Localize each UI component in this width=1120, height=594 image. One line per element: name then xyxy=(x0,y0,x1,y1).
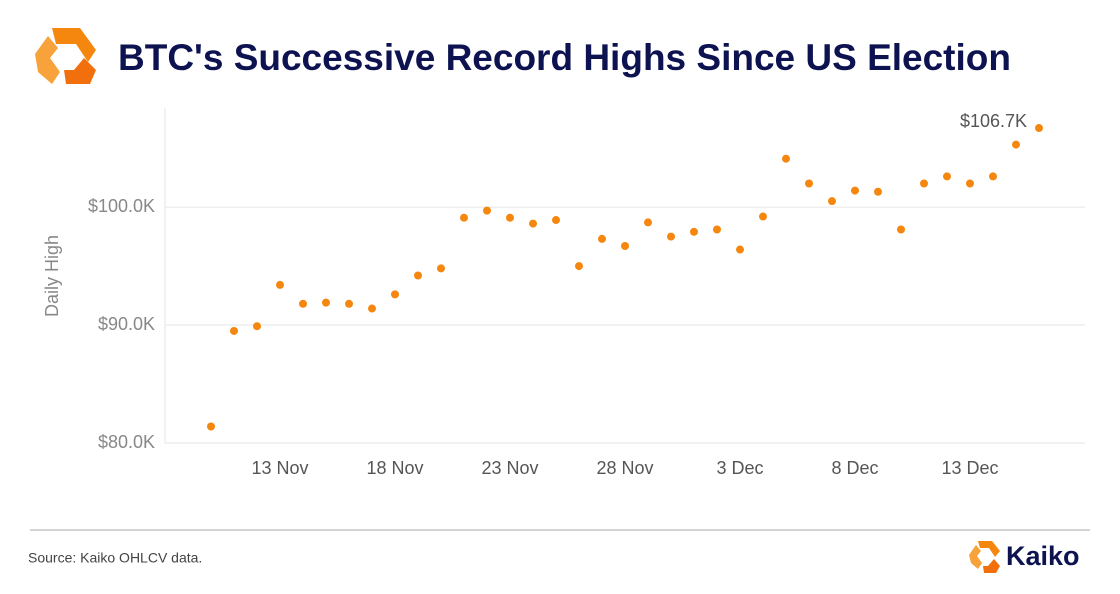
point xyxy=(276,280,284,289)
point xyxy=(621,242,629,251)
point xyxy=(805,179,813,188)
point xyxy=(782,154,790,163)
x-tick-label: 18 Nov xyxy=(366,458,423,478)
point xyxy=(1035,124,1043,133)
point xyxy=(414,271,422,280)
point xyxy=(828,197,836,206)
y-tick-label: $80.0K xyxy=(98,432,155,452)
point xyxy=(253,322,261,331)
x-tick-label: 8 Dec xyxy=(831,458,878,478)
brand-name: Kaiko xyxy=(1006,541,1080,571)
x-tick-label: 13 Dec xyxy=(941,458,998,478)
point xyxy=(299,299,307,308)
title: BTC's Successive Record Highs Since US E… xyxy=(118,37,1011,78)
point xyxy=(230,326,238,335)
point xyxy=(920,179,928,188)
point xyxy=(897,225,905,234)
point xyxy=(575,262,583,271)
point xyxy=(989,172,997,181)
point xyxy=(690,227,698,236)
x-tick-label: 28 Nov xyxy=(596,458,653,478)
point xyxy=(598,234,606,243)
point xyxy=(851,186,859,195)
x-tick-label: 3 Dec xyxy=(716,458,763,478)
point xyxy=(644,218,652,227)
point xyxy=(966,179,974,188)
point xyxy=(345,299,353,308)
point xyxy=(506,213,514,222)
point xyxy=(713,225,721,234)
logo-icon xyxy=(35,28,96,84)
point xyxy=(552,216,560,225)
point xyxy=(437,264,445,273)
point xyxy=(874,187,882,196)
y-tick-label: $90.0K xyxy=(98,314,155,334)
point xyxy=(368,304,376,313)
y-axis-label: Daily High xyxy=(42,235,62,317)
point xyxy=(483,206,491,215)
point xyxy=(207,422,215,431)
point xyxy=(529,219,537,228)
point xyxy=(759,212,767,221)
brand-icon xyxy=(969,541,1000,573)
x-tick-label: 13 Nov xyxy=(251,458,308,478)
point xyxy=(667,232,675,241)
point xyxy=(736,245,744,254)
point xyxy=(391,290,399,299)
point xyxy=(1012,140,1020,149)
y-tick-label: $100.0K xyxy=(88,196,155,216)
point xyxy=(322,298,330,307)
point xyxy=(460,213,468,222)
data-label: $106.7K xyxy=(960,111,1027,131)
point xyxy=(943,172,951,181)
source: Source: Kaiko OHLCV data. xyxy=(28,550,202,566)
x-tick-label: 23 Nov xyxy=(481,458,538,478)
